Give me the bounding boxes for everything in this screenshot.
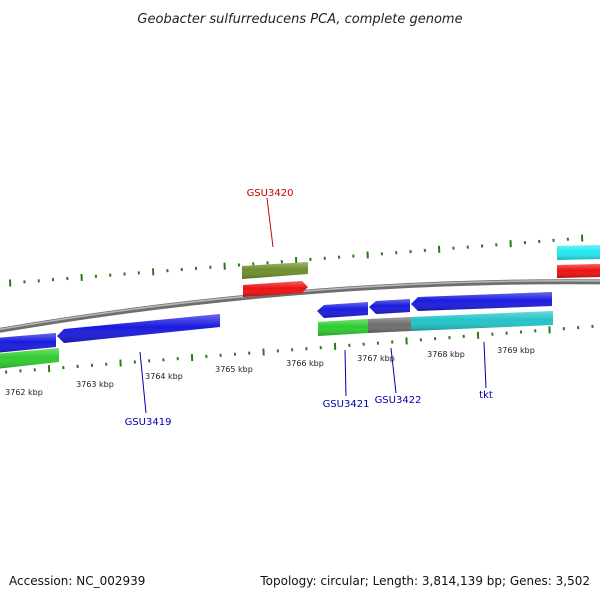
cds-green-center[interactable]	[318, 319, 368, 336]
gene-labels: GSU3420 GSU3419 GSU3421 GSU3422 tkt	[125, 188, 493, 428]
cds-gsu3421[interactable]	[317, 302, 368, 318]
tick-label-3769: 3769 kbp	[497, 346, 535, 355]
genome-title: Geobacter sulfurreducens PCA, complete g…	[137, 12, 462, 27]
gene-label-gsu3420[interactable]: GSU3420	[247, 188, 294, 199]
leader-gsu3420	[266, 197, 274, 248]
tick-label-3767: 3767 kbp	[357, 354, 395, 363]
genome-summary-text: Topology: circular; Length: 3,814,139 bp…	[260, 574, 590, 588]
tick-label-3768: 3768 kbp	[427, 350, 465, 359]
leader-gsu3421	[344, 349, 347, 397]
gene-label-gsu3419[interactable]: GSU3419	[125, 417, 172, 428]
gene-label-gsu3421[interactable]: GSU3421	[323, 399, 370, 410]
tick-row-lower	[5, 324, 594, 374]
cds-tkt[interactable]	[411, 292, 552, 311]
tick-label-3763: 3763 kbp	[76, 380, 114, 389]
cds-cyan-center[interactable]	[411, 311, 553, 331]
cds-gsu3422[interactable]	[369, 299, 410, 314]
cds-right-cyan[interactable]	[557, 245, 600, 260]
cds-gsu3420-red[interactable]	[243, 281, 308, 297]
label-leaders	[139, 197, 487, 414]
leader-tkt	[483, 341, 487, 389]
cds-gsu3420-olive[interactable]	[242, 262, 308, 279]
tick-labels: 3762 kbp 3763 kbp 3764 kbp 3765 kbp 3766…	[5, 346, 535, 397]
cds-gray-center[interactable]	[368, 317, 411, 333]
cds-gsu3419[interactable]	[57, 314, 220, 343]
tick-label-3764: 3764 kbp	[145, 372, 183, 381]
gene-label-gsu3422[interactable]: GSU3422	[375, 395, 422, 406]
leader-gsu3422	[390, 347, 397, 394]
tick-label-3765: 3765 kbp	[215, 365, 253, 374]
cds-left-blue-a[interactable]	[0, 333, 56, 353]
tick-label-3766: 3766 kbp	[286, 359, 324, 368]
cds-right-red[interactable]	[557, 264, 600, 278]
accession-text: Accession: NC_002939	[9, 574, 146, 588]
leader-gsu3419	[139, 351, 147, 414]
gene-label-tkt[interactable]: tkt	[479, 390, 493, 401]
tick-row-upper	[9, 234, 584, 287]
cds-left-green[interactable]	[0, 348, 59, 369]
tick-label-3762: 3762 kbp	[5, 388, 43, 397]
